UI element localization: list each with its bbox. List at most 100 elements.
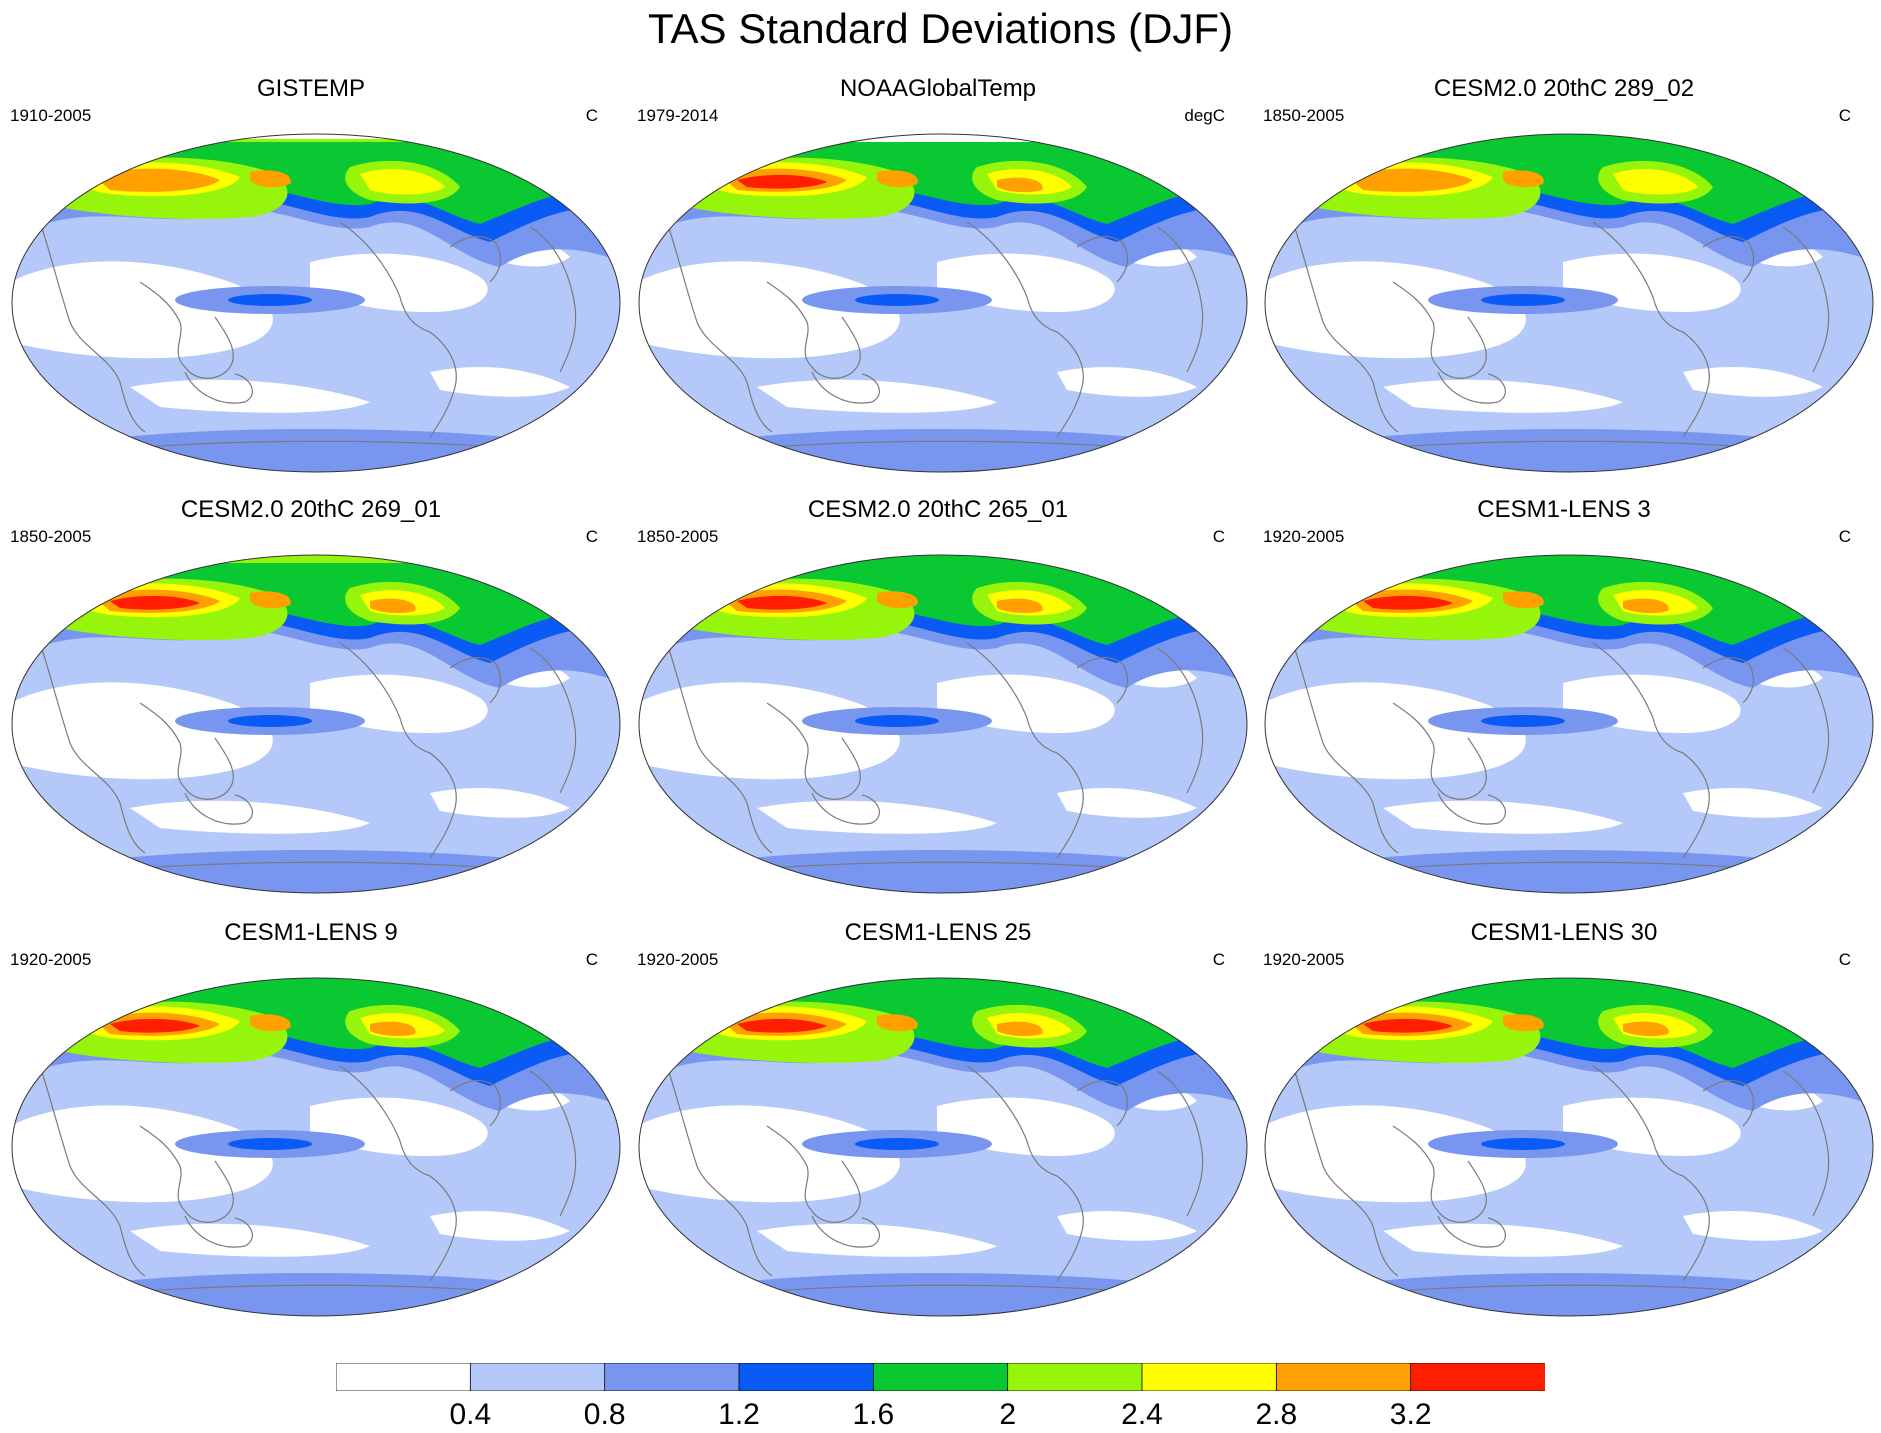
coastline [1392,702,1487,800]
coastline [1702,1079,1755,1127]
contour-high-lat-peak [997,177,1043,193]
world-map [637,976,1249,1318]
coastline [1292,642,1399,854]
colorbar [336,1363,1545,1391]
contour-high-lat-peak [110,595,200,610]
contour-low-variance [1265,261,1526,359]
coastline [139,281,234,379]
map-boundary [11,133,621,473]
panel-title: NOAAGlobalTemp [839,75,1037,102]
coastline [1782,647,1830,794]
contour-low-variance [430,367,570,397]
contour-enso-core [855,715,939,727]
contour-high-lat-peak [877,591,918,609]
contour-low-variance [757,800,997,834]
contour-high-lat-peak [1363,174,1453,189]
world-map [1263,132,1875,474]
colorbar-tick-label: 2 [999,1398,1016,1431]
coastline [529,647,577,794]
contour-high-lat-peak [370,177,416,193]
coastline [429,1175,457,1282]
contour-low-variance [1057,367,1197,397]
coastline [1682,1175,1710,1282]
coastline [339,642,431,754]
contour-high-lat-peak [737,1018,827,1033]
coastline [1437,371,1506,404]
contour-high-lat-peak [110,174,200,189]
contour-antarctic [639,850,1247,893]
panel-title: CESM2.0 20thC 269_01 [180,496,442,523]
data-mask [12,134,620,139]
contour-high-lat-peak [1503,591,1544,609]
map-panel: GISTEMP 1910-2005 C [0,74,622,474]
panel-period: 1850-2005 [637,527,719,546]
world-map [637,132,1249,474]
world-map [1263,553,1875,895]
coastline [1156,1070,1204,1217]
panel-title: CESM2.0 20thC 289_02 [1433,75,1695,102]
colorbar-tick-label: 0.4 [449,1398,492,1431]
panel-period: 1979-2014 [637,106,719,125]
contour-low-variance [1265,1105,1526,1203]
contour-high-lat-peak [250,591,291,609]
map-boundary [638,977,1248,1317]
coastline [1592,1065,1684,1177]
contour-enso-core [1481,715,1565,727]
coastline [1592,642,1684,754]
colorbar-swatch [336,1363,472,1391]
coastline [339,221,431,333]
panel-units: C [585,527,598,546]
coastline [339,1065,431,1177]
coastline [1782,226,1830,373]
contour-low-variance [1383,379,1623,413]
contour-antarctic [1265,1273,1873,1316]
coastline [1437,1215,1506,1248]
coastline [1682,331,1710,438]
coastline [1392,1125,1487,1223]
contour-enso-core [855,294,939,306]
colorbar-labels: 0.4 0.8 1.2 1.6 2 2.4 2.8 3.2 [336,1398,1545,1432]
map-svg [638,133,1248,473]
coastline [1076,1079,1129,1127]
data-mask [639,134,1247,139]
coastline [1437,792,1506,825]
contour-high-lat-peak [1363,1018,1453,1033]
contour-high-lat-peak [250,170,291,188]
contour-low-variance [1683,1211,1823,1241]
coastline [666,221,773,433]
panel-period: 1920-2005 [10,950,92,969]
coastline [529,1070,577,1217]
map-boundary [1264,977,1874,1317]
coastline [766,702,861,800]
contour-high-lat-peak [997,1021,1043,1037]
contour-arctic-cap [12,978,620,986]
contour-antarctic [639,1273,1247,1316]
contour-high-lat-peak [877,1014,918,1032]
panel-period: 1910-2005 [10,106,92,125]
coastline [184,1215,253,1248]
contour-high-lat-peak [997,598,1043,614]
coastline [1056,331,1084,438]
contour-high-lat-peak [737,595,827,610]
coastline [966,221,1058,333]
panel-period: 1850-2005 [10,527,92,546]
colorbar-tick-label: 3.2 [1389,1398,1432,1431]
coastline [766,281,861,379]
contour-antarctic [12,1273,620,1316]
coastline [1592,221,1684,333]
map-svg [11,977,621,1317]
map-panel: NOAAGlobalTemp 1979-2014 degC [627,74,1249,474]
coastline [139,1125,234,1223]
contour-high-lat-peak [1363,595,1453,610]
map-panel: CESM1-LENS 3 1920-2005 C [1253,495,1875,895]
coastline [1292,221,1399,433]
panel-units: C [1838,527,1851,546]
coastline [811,371,880,404]
panel-units: C [1212,950,1225,969]
coastline [811,792,880,825]
coastline [666,1065,773,1277]
contour-high-lat-peak [1623,1021,1669,1037]
coastline [529,226,577,373]
world-map [1263,976,1875,1318]
panel-title: CESM2.0 20thC 265_01 [807,496,1069,523]
